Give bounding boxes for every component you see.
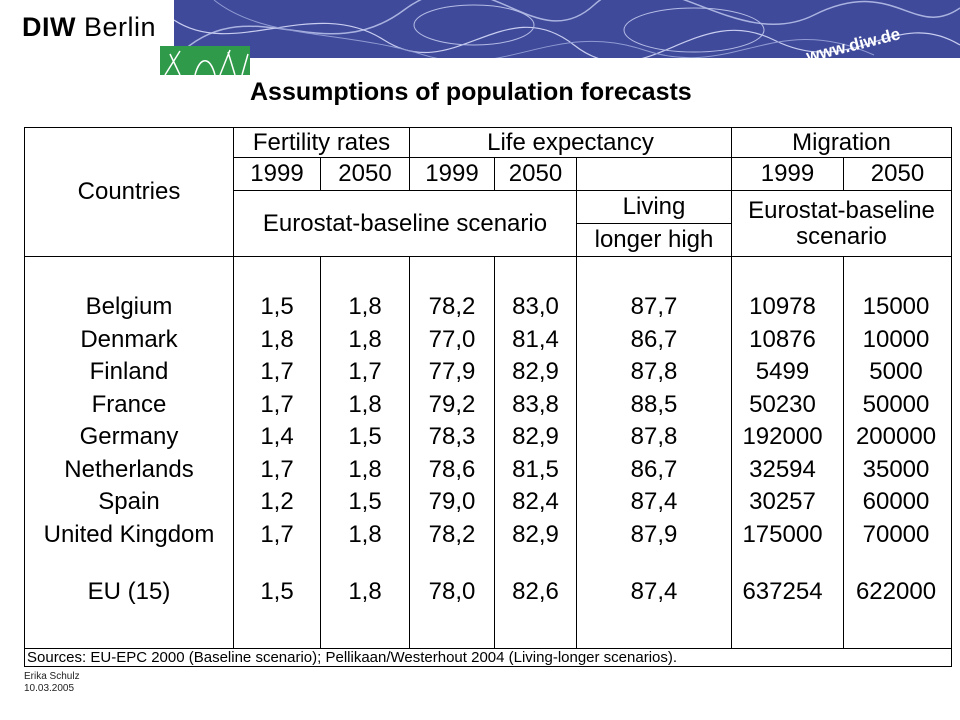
life-1999-column: 78,2 77,0 77,9 79,2 78,3 78,6 79,0 78,2 … [409, 256, 495, 649]
header-banner: www.diw.de [174, 0, 960, 58]
living-longer-label-2: longer high [576, 223, 732, 257]
green-accent-graphic [160, 46, 250, 75]
sources-note: Sources: EU-EPC 2000 (Baseline scenario)… [24, 648, 952, 667]
migration-year-1999: 1999 [731, 157, 844, 191]
life-year-1999: 1999 [409, 157, 495, 191]
migration-header: Migration [731, 127, 952, 158]
date: 10.03.2005 [24, 683, 75, 694]
country-cell: Germany [79, 423, 179, 450]
forecast-table: Countries Fertility rates Life expectanc… [24, 127, 952, 667]
fertility-1999-column: 1,5 1,8 1,7 1,7 1,4 1,7 1,2 1,7 1,5 [233, 256, 321, 649]
footer: Erika Schulz 10.03.2005 [24, 671, 80, 695]
baseline-scenario-label: Eurostat-baseline scenario [233, 190, 577, 257]
country-column: Belgium Denmark Finland France Germany N… [24, 256, 234, 649]
life-year-2050: 2050 [494, 157, 577, 191]
life-2050-column: 83,0 81,4 82,9 83,8 82,9 81,5 82,4 82,9 … [494, 256, 577, 649]
banner-swirl-graphic [174, 0, 960, 58]
migration-1999-column: 10978 10876 5499 50230 192000 32594 3025… [731, 256, 844, 649]
fertility-year-1999: 1999 [233, 157, 321, 191]
country-cell: Denmark [80, 325, 178, 353]
fertility-2050-column: 1,8 1,8 1,7 1,8 1,5 1,8 1,5 1,8 1,8 [320, 256, 410, 649]
fertility-year-2050: 2050 [320, 157, 410, 191]
empty-cell [576, 157, 732, 191]
fertility-header: Fertility rates [233, 127, 410, 158]
migration-year-2050: 2050 [843, 157, 952, 191]
eu-country-cell: EU (15) [87, 578, 171, 605]
country-cell: France [91, 390, 167, 418]
diw-logo: DIW Berlin [22, 12, 157, 42]
living-longer-column: 87,7 86,7 87,8 88,5 87,8 86,7 87,4 87,9 … [576, 256, 732, 649]
author: Erika Schulz [24, 671, 80, 682]
migration-2050-column: 15000 10000 5000 50000 200000 35000 6000… [843, 256, 952, 649]
country-cell: United Kingdom [43, 520, 215, 548]
life-expectancy-header: Life expectancy [409, 127, 732, 158]
country-cell: Belgium [85, 293, 173, 320]
page-title: Assumptions of population forecasts [250, 78, 692, 106]
country-cell: Spain [98, 488, 160, 515]
migration-baseline-label: Eurostat-baseline scenario [731, 190, 952, 257]
country-cell: Finland [89, 358, 169, 385]
country-cell: Netherlands [64, 455, 194, 483]
countries-header: Countries [24, 127, 234, 257]
living-longer-label-1: Living [576, 190, 732, 224]
